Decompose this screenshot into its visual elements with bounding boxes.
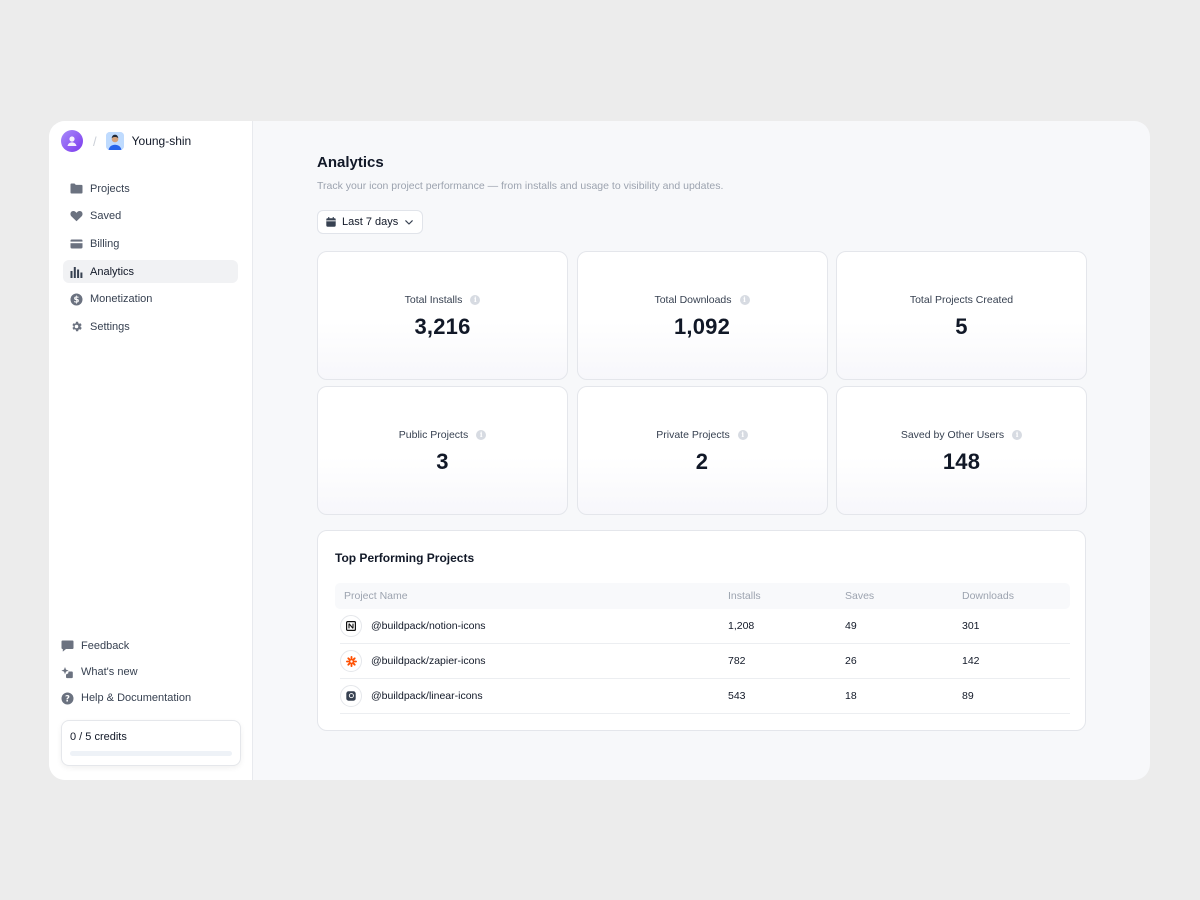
saves-cell: 18 xyxy=(845,690,857,702)
sidebar-item-label: Analytics xyxy=(90,265,135,278)
page-title: Analytics xyxy=(317,154,384,171)
date-range-label: Last 7 days xyxy=(342,216,399,228)
saves-cell: 49 xyxy=(845,620,857,632)
credits-widget[interactable]: 0 / 5 credits xyxy=(61,720,241,766)
gear-icon xyxy=(69,320,83,334)
date-range-dropdown[interactable]: Last 7 days xyxy=(317,210,424,234)
stat-label: Total Projects Created xyxy=(909,294,1014,306)
whats-new-label: What's new xyxy=(81,666,138,678)
stat-value: 5 xyxy=(955,314,968,339)
stat-card-private-projects: Private Projects i 2 xyxy=(576,386,828,515)
stat-label: Saved by Other Users xyxy=(900,429,1005,441)
help-label: Help & Documentation xyxy=(81,692,192,704)
stat-value: 2 xyxy=(695,449,709,474)
calendar-icon xyxy=(326,217,336,227)
question-circle-icon: ? xyxy=(60,691,74,705)
sidebar-item-label: Settings xyxy=(90,320,130,333)
sidebar-item-label: Monetization xyxy=(90,293,153,306)
bar-chart-icon xyxy=(69,265,83,279)
table-title: Top Performing Projects xyxy=(335,551,475,565)
workspace-avatar[interactable] xyxy=(61,130,83,152)
chat-bubble-icon xyxy=(60,639,74,653)
info-icon[interactable]: i xyxy=(470,295,481,305)
stat-value: 1,092 xyxy=(673,314,731,339)
sidebar-item-billing[interactable]: Billing xyxy=(63,232,238,255)
chevron-down-icon xyxy=(405,219,414,225)
table-row[interactable]: @buildpack/zapier-icons 782 26 142 xyxy=(340,644,1070,679)
feedback-label: Feedback xyxy=(81,640,130,652)
stat-card-total-downloads: Total Downloads i 1,092 xyxy=(576,251,828,380)
column-header[interactable]: Saves xyxy=(845,590,875,602)
stat-label: Public Projects xyxy=(398,429,469,441)
sidebar-item-analytics[interactable]: Analytics xyxy=(63,260,238,284)
stat-value: 148 xyxy=(942,449,981,474)
svg-text:?: ? xyxy=(65,694,70,704)
installs-cell: 1,208 xyxy=(728,620,755,632)
column-header[interactable]: Project Name xyxy=(344,590,408,602)
sidebar-item-label: Projects xyxy=(90,182,130,195)
project-name[interactable]: @buildpack/zapier-icons xyxy=(371,655,486,667)
credits-label: 0 / 5 credits xyxy=(70,731,127,743)
sidebar-bottom-nav: Feedback What's new ? Help & Documentati… xyxy=(60,636,240,714)
saves-cell: 26 xyxy=(845,655,857,667)
project-name[interactable]: @buildpack/notion-icons xyxy=(371,620,486,632)
sparkle-badge-icon xyxy=(60,665,74,679)
stats-grid: Total Installs i 3,216 Total Downloads i 1… xyxy=(317,251,1087,515)
sidebar-item-monetization[interactable]: $ Monetization xyxy=(63,288,238,311)
installs-cell: 782 xyxy=(728,655,746,667)
dollar-coin-icon: $ xyxy=(69,292,83,306)
avatar[interactable] xyxy=(105,132,124,150)
stat-card-saved-by-other-users: Saved by Other Users i 148 xyxy=(836,386,1087,515)
sidebar: / Young-shin Projects Saved xyxy=(49,121,253,780)
page-subtitle: Track your icon project performance — fr… xyxy=(317,180,724,192)
sidebar-item-label: Saved xyxy=(90,210,122,223)
stat-card-public-projects: Public Projects i 3 xyxy=(317,386,568,515)
stat-label: Total Downloads xyxy=(654,294,732,306)
folder-icon xyxy=(69,182,83,196)
stat-value: 3,216 xyxy=(414,314,471,339)
feedback-link[interactable]: Feedback xyxy=(60,636,240,656)
credit-card-icon xyxy=(69,237,83,251)
sidebar-nav: Projects Saved Billing Analytics xyxy=(63,177,238,343)
user-name[interactable]: Young-shin xyxy=(131,134,192,148)
svg-text:$: $ xyxy=(73,295,79,305)
downloads-cell: 89 xyxy=(962,690,974,702)
notion-logo-icon xyxy=(340,615,362,637)
info-icon[interactable]: i xyxy=(739,295,750,305)
column-header[interactable]: Downloads xyxy=(962,590,1014,602)
info-icon[interactable]: i xyxy=(737,430,748,440)
help-link[interactable]: ? Help & Documentation xyxy=(60,688,240,708)
info-icon[interactable]: i xyxy=(1012,430,1023,440)
downloads-cell: 142 xyxy=(962,655,980,667)
downloads-cell: 301 xyxy=(962,620,980,632)
sidebar-item-saved[interactable]: Saved xyxy=(63,205,238,228)
project-name[interactable]: @buildpack/linear-icons xyxy=(371,690,483,702)
credits-progress-bar xyxy=(70,751,232,756)
table-row[interactable]: @buildpack/linear-icons 543 18 89 xyxy=(340,679,1070,714)
whats-new-link[interactable]: What's new xyxy=(60,662,240,682)
stat-value: 3 xyxy=(436,449,449,474)
sidebar-item-label: Billing xyxy=(90,237,120,250)
breadcrumb-separator: / xyxy=(93,133,97,149)
info-icon[interactable]: i xyxy=(476,430,487,440)
breadcrumb: / Young-shin xyxy=(61,130,191,152)
stat-card-total-installs: Total Installs i 3,216 xyxy=(317,251,568,380)
sidebar-item-projects[interactable]: Projects xyxy=(63,177,238,200)
installs-cell: 543 xyxy=(728,690,746,702)
heart-icon xyxy=(69,209,83,223)
app-window: / Young-shin Projects Saved xyxy=(49,121,1150,780)
stat-label: Private Projects xyxy=(656,429,730,441)
zapier-logo-icon xyxy=(340,650,362,672)
sidebar-item-settings[interactable]: Settings xyxy=(63,315,238,338)
table-body: @buildpack/notion-icons 1,208 49 301 @bu… xyxy=(340,609,1070,714)
linear-logo-icon xyxy=(340,685,362,707)
table-row[interactable]: @buildpack/notion-icons 1,208 49 301 xyxy=(340,609,1070,644)
column-header[interactable]: Installs xyxy=(728,590,761,602)
stat-card-total-projects-created: Total Projects Created 5 xyxy=(836,251,1087,380)
main-content: Analytics Track your icon project perfor… xyxy=(253,121,1150,780)
stat-label: Total Installs xyxy=(404,294,463,306)
table-header: Project Name Installs Saves Downloads xyxy=(335,583,1070,609)
top-projects-table: Top Performing Projects Project Name Ins… xyxy=(317,530,1086,731)
